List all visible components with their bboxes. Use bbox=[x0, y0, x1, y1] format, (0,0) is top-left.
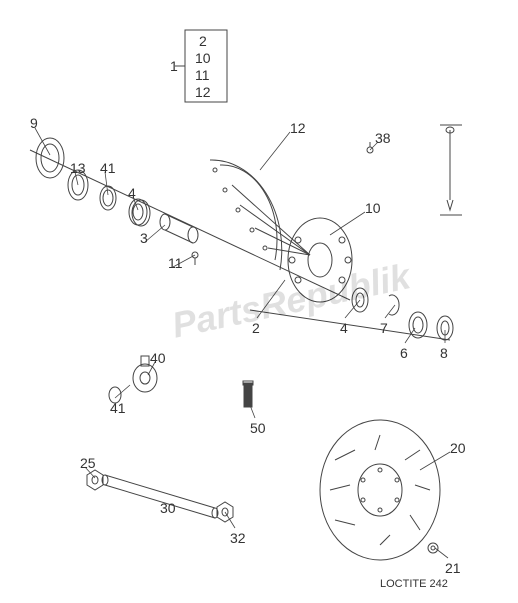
callout-9: 9 bbox=[30, 115, 38, 131]
callout-20: 20 bbox=[450, 440, 466, 456]
callout-11: 11 bbox=[168, 255, 183, 271]
callout-7: 7 bbox=[380, 320, 388, 336]
callout-41b: 41 bbox=[110, 400, 126, 416]
callout-4: 4 bbox=[128, 185, 136, 201]
callout-4b: 4 bbox=[340, 320, 348, 336]
callout-21: 21 bbox=[445, 560, 461, 576]
callout-8: 8 bbox=[440, 345, 448, 361]
callout-10: 10 bbox=[365, 200, 381, 216]
bom-leader-label: 1 bbox=[170, 58, 178, 74]
callout-12: 12 bbox=[290, 120, 306, 136]
callout-25: 25 bbox=[80, 455, 96, 471]
bom-item-3: 12 bbox=[195, 84, 211, 100]
callout-38: 38 bbox=[375, 130, 391, 146]
callout-6: 6 bbox=[400, 345, 408, 361]
callout-50: 50 bbox=[250, 420, 266, 436]
bom-item-2: 11 bbox=[195, 67, 210, 83]
callout-41: 41 bbox=[100, 160, 116, 176]
bom-item-0: 2 bbox=[199, 33, 207, 49]
callout-13: 13 bbox=[70, 160, 86, 176]
bom-item-1: 10 bbox=[195, 50, 211, 66]
callout-30: 30 bbox=[160, 500, 176, 516]
callout-loctite: LOCTITE 242 bbox=[380, 578, 448, 590]
callout-40: 40 bbox=[150, 350, 166, 366]
parts-diagram bbox=[0, 0, 518, 603]
callout-32: 32 bbox=[230, 530, 246, 546]
callout-2: 2 bbox=[252, 320, 260, 336]
callout-3: 3 bbox=[140, 230, 148, 246]
